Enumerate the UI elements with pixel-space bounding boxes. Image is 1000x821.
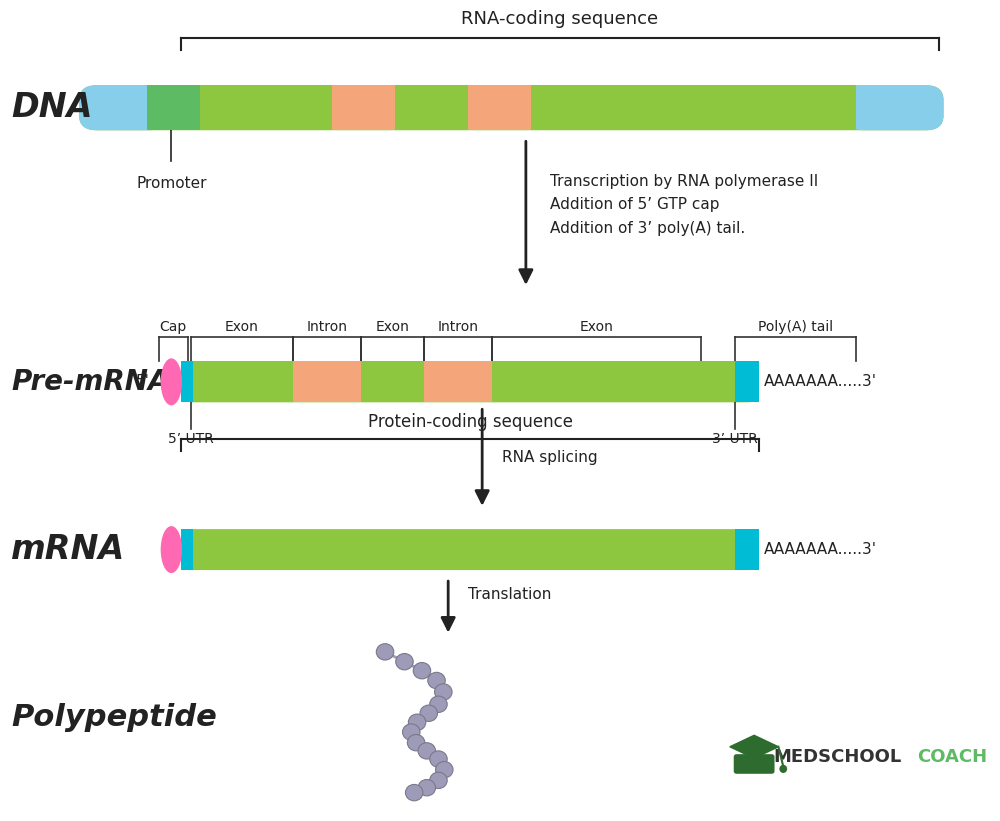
Ellipse shape <box>396 654 413 670</box>
Polygon shape <box>730 736 778 759</box>
Text: Poly(A) tail: Poly(A) tail <box>758 319 833 333</box>
Bar <box>293 361 361 402</box>
FancyBboxPatch shape <box>846 85 944 131</box>
FancyBboxPatch shape <box>79 85 167 131</box>
Ellipse shape <box>428 672 445 689</box>
Text: Exon: Exon <box>375 319 409 333</box>
Bar <box>531 85 793 131</box>
Bar <box>793 85 856 131</box>
Text: Cap: Cap <box>160 319 187 333</box>
Bar <box>424 361 492 402</box>
Bar <box>361 361 424 402</box>
Text: 5’ UTR: 5’ UTR <box>168 432 214 446</box>
Ellipse shape <box>376 644 394 660</box>
Text: Intron: Intron <box>306 319 347 333</box>
Text: Transcription by RNA polymerase II
Addition of 5’ GTP cap
Addition of 3’ poly(A): Transcription by RNA polymerase II Addit… <box>550 174 818 236</box>
Text: RNA-coding sequence: RNA-coding sequence <box>461 11 658 29</box>
Text: mRNA: mRNA <box>11 533 125 566</box>
Ellipse shape <box>407 735 425 751</box>
Text: Exon: Exon <box>579 319 613 333</box>
Ellipse shape <box>436 762 453 777</box>
Ellipse shape <box>161 526 182 573</box>
Ellipse shape <box>430 696 447 713</box>
Bar <box>147 85 200 131</box>
Text: Pre-mRNA: Pre-mRNA <box>11 368 170 396</box>
Ellipse shape <box>418 743 436 759</box>
Bar <box>395 85 468 131</box>
Text: MEDSCHOOL: MEDSCHOOL <box>774 749 902 767</box>
Text: Intron: Intron <box>437 319 478 333</box>
Text: Polypeptide: Polypeptide <box>11 703 217 732</box>
Text: AAAAAAA.....3': AAAAAAA.....3' <box>764 374 877 389</box>
Ellipse shape <box>435 684 452 700</box>
Bar <box>332 85 395 131</box>
Bar <box>181 530 193 570</box>
Bar <box>492 361 740 402</box>
Text: COACH: COACH <box>917 749 987 767</box>
Text: Promoter: Promoter <box>136 176 207 190</box>
Bar <box>200 85 332 131</box>
Bar <box>468 85 531 131</box>
Ellipse shape <box>418 779 436 796</box>
Text: RNA splicing: RNA splicing <box>502 450 597 465</box>
Text: Exon: Exon <box>225 319 259 333</box>
Bar <box>735 530 759 570</box>
Ellipse shape <box>408 714 426 731</box>
Ellipse shape <box>779 765 787 773</box>
Ellipse shape <box>161 358 182 406</box>
FancyBboxPatch shape <box>181 530 759 570</box>
Bar <box>735 361 759 402</box>
Ellipse shape <box>420 705 437 722</box>
Ellipse shape <box>405 784 423 800</box>
Text: AAAAAAA.....3': AAAAAAA.....3' <box>764 542 877 557</box>
Ellipse shape <box>403 724 420 741</box>
Text: 3’ UTR: 3’ UTR <box>712 432 758 446</box>
Ellipse shape <box>430 773 447 788</box>
Text: Protein-coding sequence: Protein-coding sequence <box>368 413 573 431</box>
Bar <box>191 361 293 402</box>
FancyBboxPatch shape <box>181 361 759 402</box>
Text: DNA: DNA <box>11 91 93 124</box>
Text: 5': 5' <box>136 374 150 389</box>
Text: Translation: Translation <box>468 587 551 602</box>
Bar <box>181 361 193 402</box>
Ellipse shape <box>430 751 447 768</box>
Ellipse shape <box>413 663 431 679</box>
FancyBboxPatch shape <box>734 754 775 773</box>
FancyBboxPatch shape <box>79 85 944 131</box>
